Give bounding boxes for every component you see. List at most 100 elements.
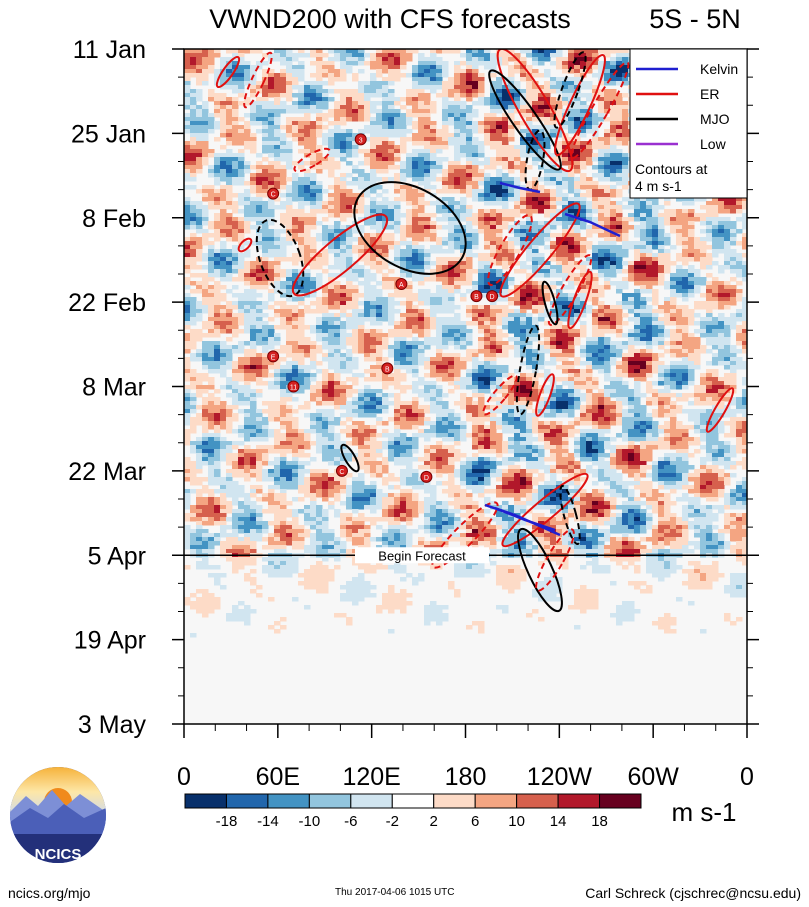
x-tick-label: 60W [627,763,679,791]
wave-contour-layer [215,49,735,613]
colorbar-swatch [599,793,642,809]
colorbar-swatch [433,793,476,809]
colorbar-swatch [350,793,393,809]
x-axis: 0 60E 120E 180 120W 60W 0 [177,724,754,791]
wave-contour [541,280,559,326]
colorbar: -18 -14 -10 -6 -2 2 6 10 14 18 [184,793,642,830]
y-tick-label: 11 Jan [73,36,146,64]
colorbar-label: 14 [550,813,567,830]
storm-marker: D [420,470,433,483]
x-tick-label: 120W [527,763,593,791]
storm-marker-label: B [385,366,390,373]
wave-contour [291,213,389,297]
wave-contour [243,51,273,109]
colorbar-swatch [267,793,310,809]
x-tick-label: 0 [177,763,191,791]
wave-contour [501,472,589,548]
colorbar-label: -18 [216,813,238,830]
storm-marker-label: D [490,294,495,301]
legend-label: Low [700,136,727,152]
begin-forecast-label-bg [355,547,489,564]
wave-contour [293,147,331,173]
legend-label: MJO [700,111,730,127]
legend: Kelvin ER MJO Low Contours at 4 m s-1 [629,48,748,199]
storm-marker-layer: 3 C A B D E B 11 C D [267,133,499,483]
wave-contour [215,55,241,89]
colorbar-label: -10 [299,813,321,830]
colorbar-label: 6 [471,813,479,830]
wave-contour [482,374,518,416]
wave-contour [553,51,587,129]
y-tick-label: 22 Feb [68,289,146,317]
storm-marker-symbol [354,133,367,146]
x-tick-label: 0 [740,763,754,791]
legend-note-line-2: 4 m s-1 [635,178,682,194]
footer-timestamp: Thu 2017-04-06 1015 UTC [335,887,455,898]
colorbar-swatch [474,793,518,809]
legend-label: Kelvin [700,61,738,77]
wave-contour [487,214,533,286]
x-tick-label: 180 [445,763,487,791]
storm-marker: C [335,464,348,477]
wave-contour [554,53,606,157]
y-tick-label: 25 Jan [71,120,146,148]
kelvin-contour [564,212,621,238]
wave-contour [431,501,499,569]
colorbar-label: 2 [430,813,438,830]
wave-contour [340,443,360,473]
chart-title: VWND200 with CFS forecasts [209,4,571,34]
colorbar-swatch [225,793,269,809]
storm-marker-symbol [267,350,280,363]
wave-contour [559,484,581,546]
x-tick-label: 120E [342,763,400,791]
colorbar-swatch [184,793,227,809]
storm-marker: E [267,350,280,363]
wave-contour [353,181,467,275]
storm-marker-label: E [271,354,276,361]
anomaly-shading-layer [184,49,747,638]
storm-marker-label: C [271,192,276,199]
ncics-logo: NCICS [10,767,106,863]
storm-marker-label: B [474,294,479,301]
storm-marker: A [395,278,408,291]
colorbar-label: 18 [591,813,608,830]
storm-marker-label: C [339,469,344,476]
wave-contour [255,218,305,298]
wave-contour [567,270,593,330]
kelvin-contour [499,181,541,194]
storm-marker-label: 11 [290,385,297,392]
y-tick-label: 8 Feb [82,205,146,233]
chart-region-label: 5S - 5N [649,4,741,34]
storm-marker-symbol [486,290,499,303]
storm-marker-symbol [267,187,280,200]
storm-marker: B [470,290,483,303]
wave-contour [535,373,555,417]
colorbar-label: -6 [344,813,357,830]
kelvin-contour [494,506,556,532]
storm-marker-label: 3 [359,137,363,144]
wave-contour [705,387,735,433]
wave-contour [517,527,563,613]
colorbar-label: -14 [257,813,279,830]
storm-marker-label: D [424,475,429,482]
storm-marker-symbol [420,470,433,483]
legend-note-line-1: Contours at [635,161,707,177]
footer-url: ncics.org/mjo [8,885,91,901]
wave-contour [237,237,253,253]
colorbar-swatch [308,793,352,809]
legend-label: ER [700,86,719,102]
storm-marker: C [267,187,280,200]
wave-contour [499,202,581,298]
storm-marker: B [381,362,394,375]
wave-contour [515,324,541,416]
y-tick-label: 3 May [78,711,147,739]
y-tick-label: 8 Mar [82,374,146,402]
storm-marker-symbol [335,464,348,477]
footer-credit: Carl Schreck (cjschrec@ncsu.edu) [585,885,801,901]
colorbar-label: -2 [386,813,399,830]
storm-marker: D [486,290,499,303]
storm-marker: 3 [354,133,367,146]
y-tick-label: 5 Apr [88,542,146,570]
y-tick-label: 22 Mar [68,458,146,486]
